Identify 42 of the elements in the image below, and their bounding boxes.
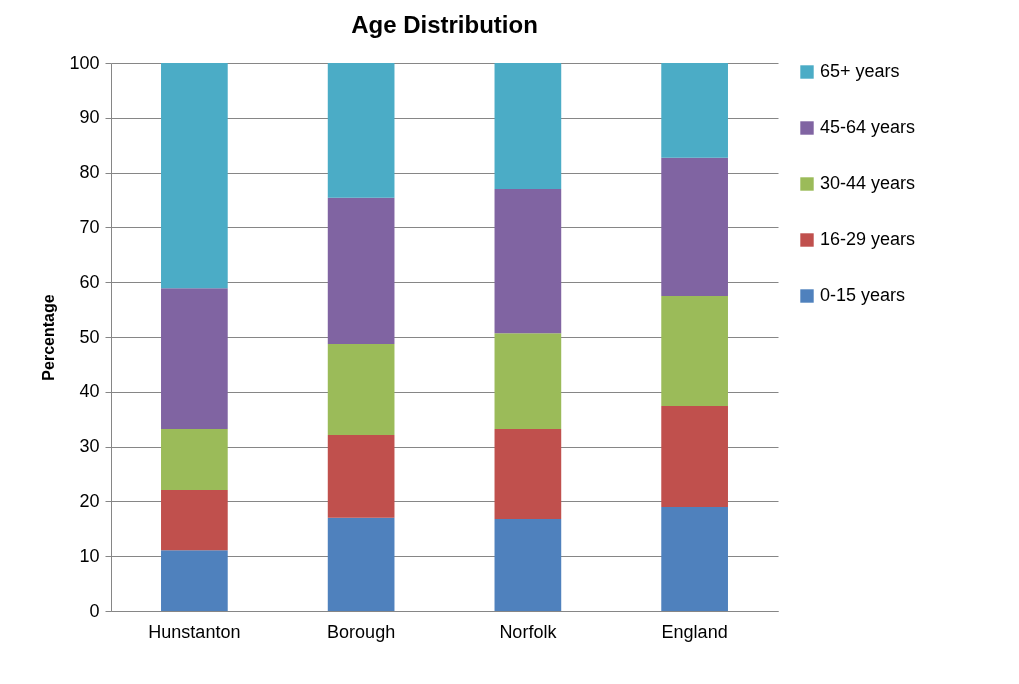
bar [494,333,562,430]
x-tick-label: Norfolk [499,621,558,642]
bar [661,63,728,158]
x-tick-label: Borough [327,621,396,642]
y-tick-label: 60 [79,271,100,292]
y-tick-label: 20 [79,490,100,511]
y-axis-title: Percentage [40,294,58,381]
y-tick-label: 30 [79,436,100,457]
legend-label: 0-15 years [820,285,906,305]
chart-title: Age Distribution [351,11,538,38]
bar [161,489,228,551]
bar [494,63,562,190]
bar [327,197,395,345]
legend-label: 30-44 years [820,173,916,193]
bar [161,429,228,490]
bar [327,435,395,518]
bar [494,429,562,519]
x-tick-label: England [661,621,728,642]
bar [494,189,562,334]
bar [327,344,395,436]
y-tick-label: 10 [79,545,100,566]
y-tick-label: 80 [79,162,100,183]
y-tick-label: 0 [89,600,100,621]
bar [327,517,395,611]
bar [161,550,228,611]
legend-label: 65+ years [820,61,900,81]
legend-label: 16-29 years [820,229,916,249]
legend-label: 45-64 years [820,117,916,137]
bar [661,506,728,611]
y-tick-label: 90 [79,107,100,128]
y-tick-label: 70 [79,216,100,237]
y-tick-label: 50 [79,326,100,347]
bar [327,63,395,198]
bar [494,518,562,611]
y-tick-label: 100 [69,52,100,73]
y-tick-label: 40 [79,381,100,402]
bar [161,288,228,430]
bar [661,406,728,507]
x-tick-label: Hunstanton [148,621,241,642]
bar [661,157,728,296]
bar [161,63,228,289]
bar [661,295,728,407]
